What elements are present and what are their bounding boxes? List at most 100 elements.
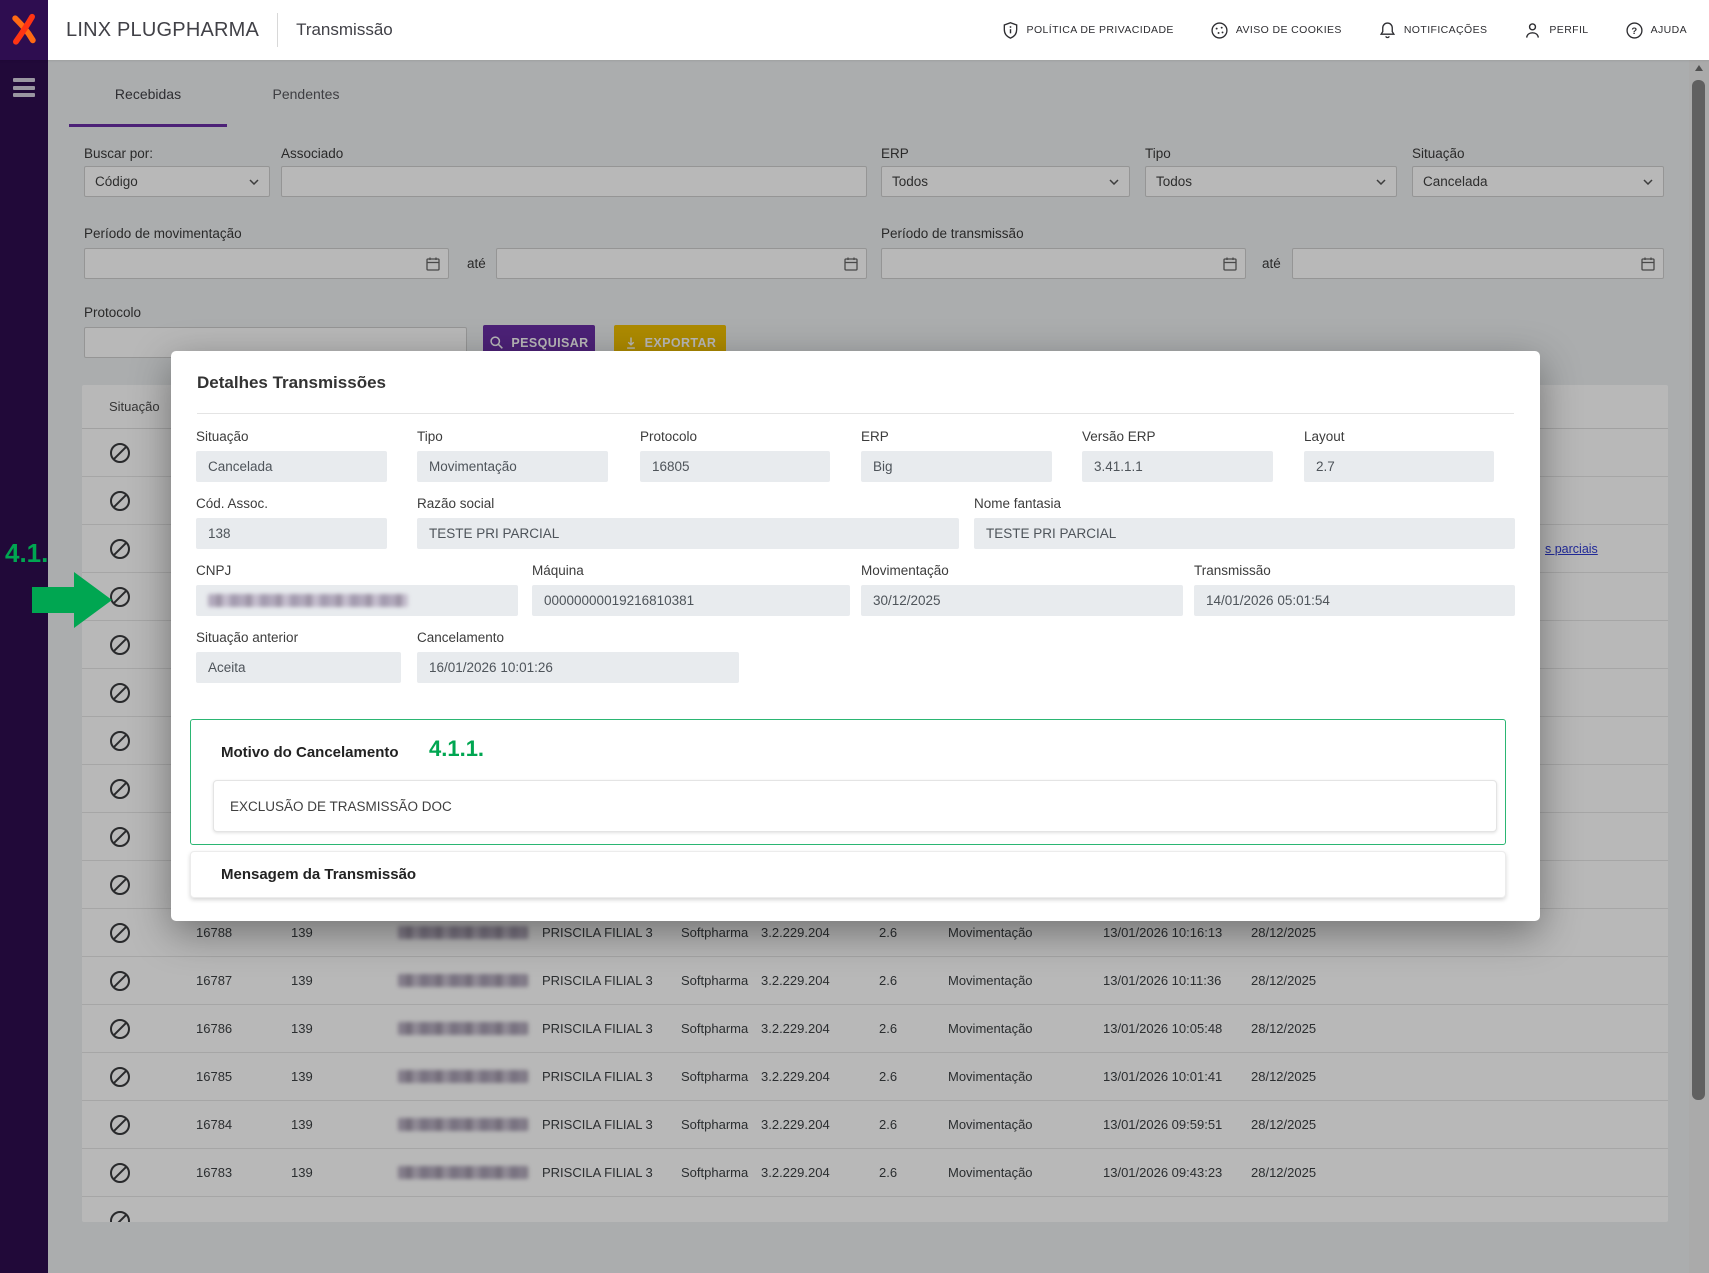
field-razao-social: Razão social TESTE PRI PARCIAL bbox=[417, 496, 959, 549]
search-icon bbox=[490, 336, 504, 349]
annotation-step: 4.1. bbox=[5, 538, 49, 568]
erp-select[interactable]: Todos bbox=[881, 166, 1130, 197]
table-row[interactable]: 16785 139 PRISCILA FILIAL 3 Softpharma 3… bbox=[82, 1053, 1668, 1101]
cell-codigo: 139 bbox=[291, 1165, 313, 1180]
protocolo-label: Protocolo bbox=[84, 305, 142, 320]
field-value: 3.41.1.1 bbox=[1082, 451, 1273, 482]
partial-items-link[interactable]: s parciais bbox=[1545, 542, 1598, 556]
blocked-icon bbox=[108, 777, 132, 801]
blocked-icon bbox=[108, 1017, 132, 1041]
menu-item-politica-de-privacidade[interactable]: POLÍTICA DE PRIVACIDADE bbox=[1001, 21, 1174, 40]
associado-input[interactable] bbox=[281, 166, 867, 197]
menu-item-ajuda[interactable]: ? AJUDA bbox=[1625, 21, 1687, 40]
cell-transmissao: 13/01/2026 10:16:13 bbox=[1103, 925, 1223, 940]
table-row[interactable] bbox=[82, 1197, 1668, 1222]
movimentacao-from-field[interactable] bbox=[84, 248, 449, 279]
calendar-icon[interactable] bbox=[1222, 256, 1238, 272]
field-nome-fantasia: Nome fantasia TESTE PRI PARCIAL bbox=[974, 496, 1515, 549]
tab-pendentes[interactable]: Pendentes bbox=[272, 85, 340, 102]
tab-recebidas[interactable]: Recebidas bbox=[69, 60, 227, 127]
transmissao-to-field[interactable] bbox=[1292, 248, 1664, 279]
movimentacao-to-field[interactable] bbox=[496, 248, 867, 279]
menu-item-aviso-de-cookies[interactable]: AVISO DE COOKIES bbox=[1210, 21, 1342, 40]
scrollbar-thumb[interactable] bbox=[1692, 80, 1705, 1100]
transmissao-from-field[interactable] bbox=[881, 248, 1246, 279]
table-row[interactable]: 16786 139 PRISCILA FILIAL 3 Softpharma 3… bbox=[82, 1005, 1668, 1053]
table-row[interactable]: 16788 139 PRISCILA FILIAL 3 Softpharma 3… bbox=[82, 909, 1668, 957]
calendar-icon[interactable] bbox=[1640, 256, 1656, 272]
table-row[interactable]: 16784 139 PRISCILA FILIAL 3 Softpharma 3… bbox=[82, 1101, 1668, 1149]
menu-list-icon[interactable] bbox=[13, 78, 35, 101]
cell-erp: Softpharma bbox=[681, 1069, 749, 1084]
motivo-value: EXCLUSÃO DE TRASMISSÃO DOC bbox=[213, 780, 1497, 832]
shield-info-icon bbox=[1003, 21, 1017, 39]
chevron-down-icon bbox=[249, 178, 259, 185]
bell-icon bbox=[1379, 21, 1395, 38]
calendar-icon[interactable] bbox=[425, 256, 441, 272]
cell-versao: 3.2.229.204 bbox=[761, 973, 830, 988]
cell-layout: 2.6 bbox=[879, 1165, 898, 1180]
field-transmissao: Transmissão 14/01/2026 05:01:54 bbox=[1194, 563, 1515, 616]
field-value: Cancelada bbox=[196, 451, 387, 482]
cell-cnpj-redacted bbox=[398, 1166, 528, 1179]
cell-codigo: 139 bbox=[291, 925, 313, 940]
calendar-icon[interactable] bbox=[843, 256, 859, 272]
periodo-transmissao-label: Período de transmissão bbox=[881, 226, 1024, 241]
cell-movimentacao: 28/12/2025 bbox=[1251, 973, 1317, 988]
cell-erp: Softpharma bbox=[681, 925, 749, 940]
table-row[interactable]: 16787 139 PRISCILA FILIAL 3 Softpharma 3… bbox=[82, 957, 1668, 1005]
movimentacao-to-input[interactable] bbox=[497, 249, 866, 278]
periodo-movimentacao-label: Período de movimentação bbox=[84, 226, 242, 241]
ate-label: até bbox=[467, 256, 486, 271]
field-value: Big bbox=[861, 451, 1052, 482]
blocked-icon bbox=[108, 825, 132, 849]
person-icon bbox=[1526, 22, 1540, 38]
detalhes-transmissoes-modal: Detalhes Transmissões Situação Cancelada… bbox=[171, 351, 1540, 921]
erp-label: ERP bbox=[881, 146, 909, 161]
brand-title: LINX PLUGPHARMA bbox=[66, 18, 260, 41]
cell-versao: 3.2.229.204 bbox=[761, 1165, 830, 1180]
download-icon bbox=[626, 337, 635, 349]
cell-movimentacao: 28/12/2025 bbox=[1251, 925, 1317, 940]
transmissao-from-input[interactable] bbox=[882, 249, 1245, 278]
cell-transmissao: 13/01/2026 10:01:41 bbox=[1103, 1069, 1223, 1084]
cell-cnpj-redacted bbox=[398, 1070, 528, 1083]
blocked-icon bbox=[108, 681, 132, 705]
situacao-select[interactable]: Cancelada bbox=[1412, 166, 1664, 197]
tipo-select[interactable]: Todos bbox=[1145, 166, 1397, 197]
menu-item-notificacoes[interactable]: NOTIFICAÇÕES bbox=[1378, 21, 1488, 40]
field-value: 2.7 bbox=[1304, 451, 1494, 482]
field-label: Situação bbox=[196, 429, 249, 444]
field-label: Máquina bbox=[532, 563, 584, 578]
field-label: Movimentação bbox=[861, 563, 949, 578]
field-label: Cód. Assoc. bbox=[196, 496, 269, 511]
cell-cnpj-redacted bbox=[398, 926, 528, 939]
transmissao-to-input[interactable] bbox=[1293, 249, 1663, 278]
help-icon: ? bbox=[1625, 21, 1643, 39]
mensagem-transmissao-panel[interactable]: Mensagem da Transmissão bbox=[190, 851, 1506, 898]
menu-item-perfil[interactable]: PERFIL bbox=[1523, 21, 1588, 40]
cell-codigo: 139 bbox=[291, 973, 313, 988]
field-erp: ERP Big bbox=[861, 429, 1052, 482]
cell-protocolo: 16788 bbox=[196, 925, 233, 940]
field-label: Protocolo bbox=[640, 429, 698, 444]
cell-movimentacao: 28/12/2025 bbox=[1251, 1117, 1317, 1132]
situacao-label: Situação bbox=[1412, 146, 1465, 161]
field-situacao: Situação Cancelada bbox=[196, 429, 387, 482]
field-cancelamento: Cancelamento 16/01/2026 10:01:26 bbox=[417, 630, 739, 683]
table-row[interactable]: 16783 139 PRISCILA FILIAL 3 Softpharma 3… bbox=[82, 1149, 1668, 1197]
page-scrollbar[interactable] bbox=[1689, 60, 1709, 1273]
movimentacao-from-input[interactable] bbox=[85, 249, 448, 278]
buscar-por-select[interactable]: Código bbox=[84, 166, 270, 197]
field-value: Movimentação bbox=[417, 451, 608, 482]
cell-cnpj-redacted bbox=[398, 1118, 528, 1131]
linx-logo[interactable] bbox=[0, 0, 48, 60]
linx-flame-icon bbox=[12, 13, 36, 45]
cell-protocolo: 16786 bbox=[196, 1021, 233, 1036]
motivo-heading: Motivo do Cancelamento bbox=[221, 744, 399, 761]
cnpj-redacted-value bbox=[196, 585, 518, 616]
menu-label: POLÍTICA DE PRIVACIDADE bbox=[1026, 24, 1174, 36]
cell-cnpj-redacted bbox=[398, 974, 528, 987]
cell-nome: PRISCILA FILIAL 3 bbox=[542, 1117, 653, 1132]
field-value: 00000000019216810381 bbox=[532, 585, 850, 616]
